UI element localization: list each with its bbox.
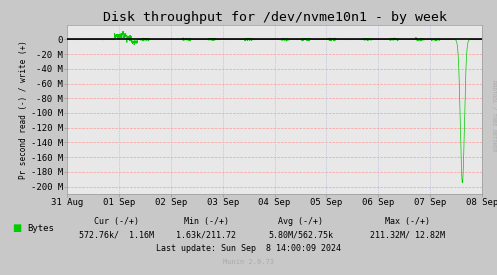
Text: 1.63k/211.72: 1.63k/211.72 [176,231,236,240]
Text: 572.76k/  1.16M: 572.76k/ 1.16M [80,231,154,240]
Text: 211.32M/ 12.82M: 211.32M/ 12.82M [370,231,445,240]
Text: 5.80M/562.75k: 5.80M/562.75k [268,231,333,240]
Text: Avg (-/+): Avg (-/+) [278,217,323,226]
Text: Max (-/+): Max (-/+) [385,217,430,226]
Text: Last update: Sun Sep  8 14:00:09 2024: Last update: Sun Sep 8 14:00:09 2024 [156,244,341,252]
Text: ■: ■ [12,223,22,233]
Text: Min (-/+): Min (-/+) [184,217,229,226]
Text: Munin 2.0.73: Munin 2.0.73 [223,259,274,265]
Text: RRDTOOL / TOBI OETIKER: RRDTOOL / TOBI OETIKER [491,80,496,151]
Title: Disk throughput for /dev/nvme10n1 - by week: Disk throughput for /dev/nvme10n1 - by w… [102,10,447,24]
Text: Bytes: Bytes [27,224,54,233]
Y-axis label: Pr second read (-) / write (+): Pr second read (-) / write (+) [19,40,28,179]
Text: Cur (-/+): Cur (-/+) [94,217,139,226]
